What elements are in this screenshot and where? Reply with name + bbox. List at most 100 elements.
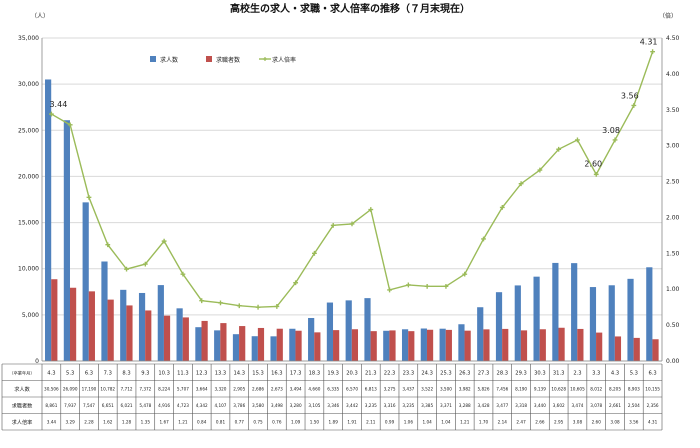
category-label: 7.3 [104,370,112,376]
table-cell: 3,275 [384,386,396,391]
table-cell: 0.99 [385,419,395,424]
ratio-point [443,283,449,289]
left-tick-label: 30,000 [18,81,39,88]
table-cell: 7,937 [64,403,76,408]
table-cell: 10,605 [570,386,585,391]
table-cell: 3,316 [384,403,396,408]
bar-job-offers [533,276,540,361]
ratio-point [518,181,524,187]
category-label: 24.3 [421,370,433,376]
table-cell: 7,547 [83,403,95,408]
table-cell: 2,356 [647,403,659,408]
table-cell: 8,224 [158,386,170,391]
category-label: 4.3 [611,370,619,376]
ratio-point [312,250,317,256]
table-cell: 30,506 [44,386,59,391]
bar-job-offers [627,278,634,361]
table-cell: 1.50 [310,419,320,424]
bar-job-offers [120,289,127,361]
table-cell: 3,664 [196,386,208,391]
table-cell: 5,826 [478,386,490,391]
ratio-annotation: 3.08 [602,126,620,135]
table-cell: 3.56 [629,419,639,424]
category-label: 26.3 [459,370,471,376]
bar-job-seekers [107,299,114,361]
table-cell: 2,686 [252,386,264,391]
table-cell: 3,078 [590,403,602,408]
table-cell: 3,280 [290,403,302,408]
table-cell: 1.89 [329,419,339,424]
left-axis-unit: （人） [31,13,49,20]
table-cell: 8,190 [515,386,527,391]
legend-swatch [206,56,212,62]
category-label: 23.3 [403,370,415,376]
table-cell: 3,346 [327,403,339,408]
right-tick-label: 2.50 [666,179,680,186]
table-row-head: 求職者数 [12,401,34,409]
category-label: 28.3 [497,370,509,376]
bar-job-offers [420,328,427,361]
bar-job-seekers [426,329,434,361]
category-label: 25.3 [440,370,452,376]
bar-job-offers [383,330,390,361]
ratio-point [650,49,656,55]
bar-job-seekers [502,328,509,361]
category-label: 3.3 [592,370,600,376]
bar-job-offers [514,285,521,361]
table-cell: 3,235 [365,403,377,408]
bar-job-offers [214,330,221,361]
table-cell: 1.35 [141,419,151,424]
ratio-point [218,300,223,306]
ratio-point [575,137,580,143]
left-tick-label: 15,000 [18,220,39,227]
left-tick-label: 10,000 [18,266,39,273]
ratio-point [161,238,167,244]
category-label: 21.3 [365,370,377,376]
table-cell: 2.11 [366,419,376,424]
bar-job-offers [289,328,296,361]
bar-job-offers [251,336,258,361]
category-label: 8.3 [122,370,130,376]
category-label: 15.3 [252,370,264,376]
table-cell: 3,522 [421,386,433,391]
bar-job-seekers [520,330,528,361]
legend-label: 求職者数 [216,56,240,64]
bar-job-offers [326,302,334,361]
ratio-point [274,304,280,309]
table-cell: 3,442 [346,403,358,408]
table-cell: 3,318 [515,403,527,408]
bar-job-seekers [351,329,359,361]
bar-job-seekers [333,330,340,361]
bar-job-offers [195,327,202,361]
table-cell: 2,661 [609,403,621,408]
bar-job-seekers [201,320,208,361]
ratio-annotation: 3.44 [49,100,67,109]
table-cell: 7,372 [139,386,151,391]
ratio-point [330,222,336,228]
table-cell: 6,335 [327,386,339,391]
bar-job-seekers [389,330,396,361]
table-cell: 4,916 [158,403,170,408]
bar-job-seekers [408,331,415,361]
bar-job-offers [63,120,70,361]
bar-job-offers [82,202,89,361]
bar-job-seekers [314,332,321,361]
table-cell: 1.62 [103,419,113,424]
table-cell: 3,440 [534,403,546,408]
table-cell: 3.08 [610,419,620,424]
ratio-point [631,103,637,108]
category-label: 10.3 [158,370,170,376]
category-label: 11.3 [177,370,189,376]
table-cell: 0.76 [272,419,282,424]
table-cell: 3.08 [573,419,583,424]
bar-job-offers [495,292,503,361]
bar-job-seekers [239,326,246,361]
table-cell: 2.14 [498,419,508,424]
table-cell: 3,477 [496,403,508,408]
left-tick-label: 20,000 [18,173,39,180]
bar-job-offers [439,328,446,361]
left-tick-label: 0 [35,358,39,365]
table-cell: 4,107 [214,403,226,408]
table-cell: 1.04 [422,419,432,424]
